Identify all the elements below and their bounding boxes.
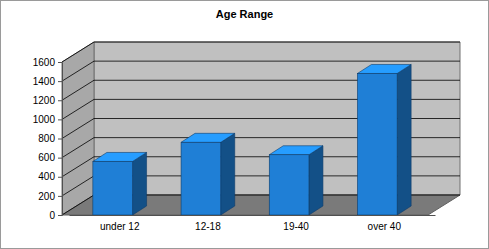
bar-top [181, 133, 235, 142]
x-tick-label: 12-18 [195, 221, 221, 232]
bar-front [181, 142, 221, 215]
y-tick-mark [58, 81, 62, 82]
y-tick: 1600 [33, 57, 62, 68]
y-tick-label: 1400 [33, 76, 56, 87]
y-axis: 0 200 400 600 800 1000 1200 1400 1600 [33, 57, 63, 221]
y-tick: 200 [38, 191, 62, 202]
bar [357, 64, 411, 215]
bar-top [357, 64, 411, 73]
y-tick: 1000 [33, 114, 62, 125]
y-tick-label: 800 [38, 133, 55, 144]
grid [62, 42, 460, 215]
y-tick: 400 [38, 171, 62, 182]
x-tick-label: over 40 [368, 221, 402, 232]
bar-front [93, 161, 133, 215]
y-tick: 1400 [33, 76, 62, 87]
title: Age Range [216, 8, 273, 20]
bar-top [93, 152, 147, 161]
y-tick-mark [58, 62, 62, 63]
y-tick-mark [58, 177, 62, 178]
bars [93, 64, 411, 215]
bar-side [133, 152, 147, 215]
y-tick-label: 200 [38, 191, 55, 202]
chart-border [1, 1, 489, 249]
bar [93, 152, 147, 215]
x-tick: over 40 [368, 215, 402, 232]
y-tick-label: 1000 [33, 114, 56, 125]
x-tick-label: 19-40 [283, 221, 309, 232]
y-tick-label: 0 [49, 210, 55, 221]
grid-line [62, 42, 460, 62]
y-tick-label: 400 [38, 171, 55, 182]
x-axis-line [70, 215, 436, 216]
x-tick: 12-18 [195, 215, 221, 232]
y-tick: 600 [38, 152, 62, 163]
y-tick-mark [58, 119, 62, 120]
y-axis-line [62, 63, 63, 216]
y-tick-mark [58, 139, 62, 140]
x-tick-label: under 12 [100, 221, 140, 232]
y-tick: 0 [49, 210, 62, 221]
x-tick: 19-40 [283, 215, 309, 232]
y-tick: 1200 [33, 95, 62, 106]
walls [62, 42, 460, 215]
bar-front [269, 155, 309, 215]
bar-side [221, 133, 235, 215]
y-tick-mark [58, 100, 62, 101]
chart: 0 200 400 600 800 1000 1200 1400 1600 under 12 12-… [0, 0, 489, 249]
bar-top [269, 146, 323, 155]
bar-front [357, 73, 397, 215]
x-axis: under 12 12-18 19-40 over 40 [70, 215, 436, 232]
y-tick-mark [58, 215, 62, 216]
bar [181, 133, 235, 215]
bar-side [309, 146, 323, 215]
bar [269, 146, 323, 215]
y-tick-label: 1600 [33, 57, 56, 68]
y-tick-label: 1200 [33, 95, 56, 106]
y-tick-label: 600 [38, 152, 55, 163]
y-tick-mark [58, 196, 62, 197]
y-tick-mark [58, 158, 62, 159]
y-tick: 800 [38, 133, 62, 144]
bar-side [397, 64, 411, 215]
x-tick: under 12 [100, 215, 140, 232]
